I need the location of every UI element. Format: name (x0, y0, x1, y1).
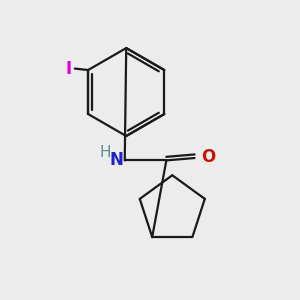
Text: O: O (201, 148, 215, 166)
Text: N: N (110, 151, 123, 169)
Text: H: H (100, 145, 111, 160)
Text: I: I (66, 60, 72, 78)
